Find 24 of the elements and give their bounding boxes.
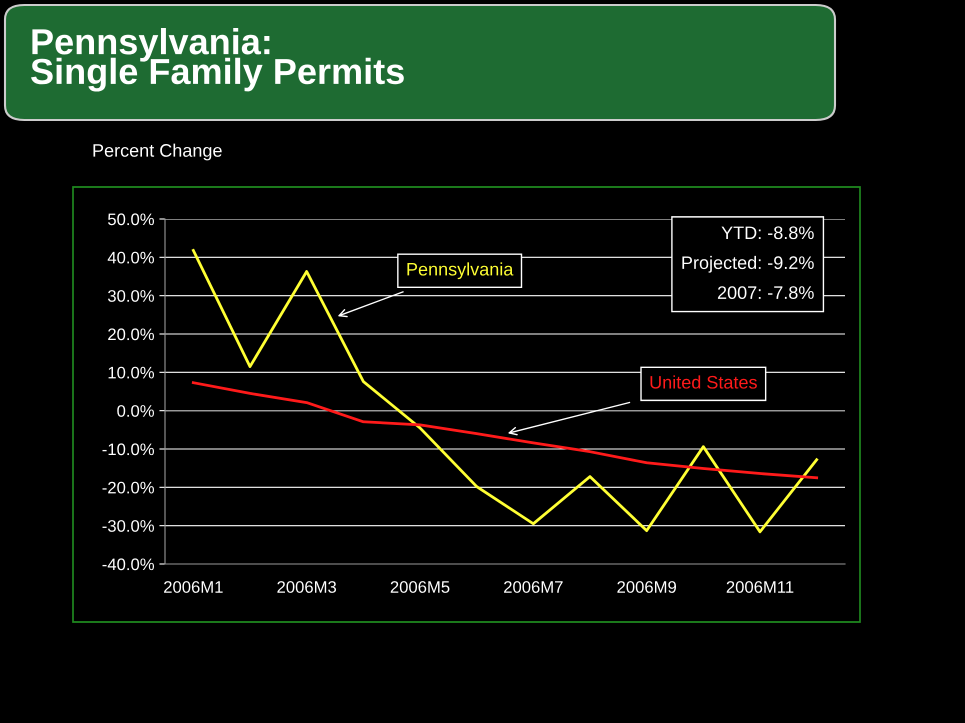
y-tick-label: 0.0% xyxy=(117,405,154,417)
y-tick-label: 20.0% xyxy=(108,328,154,340)
y-tick-label: -30.0% xyxy=(102,520,154,532)
annotation: Projected: -9.2% xyxy=(682,256,814,273)
x-tick-label: 2006M11 xyxy=(726,581,794,593)
y-tick-label: -10.0% xyxy=(102,443,154,456)
x-tick-label: 2006M1 xyxy=(164,581,223,593)
x-tick-label: 2006M7 xyxy=(504,581,563,593)
line-series xyxy=(192,249,818,534)
annotation: 2007: -7.8% xyxy=(718,286,814,299)
y-tick-label: 40.0% xyxy=(108,252,154,264)
text: Pennsylvania xyxy=(407,262,514,280)
chart-title: Pennsylvania: Single Family Permits xyxy=(31,28,404,92)
y-tick-label: 30.0% xyxy=(108,290,154,302)
x-tick-label: 2006M5 xyxy=(390,581,450,593)
x-tick-label: 2006M3 xyxy=(277,581,336,593)
y-axis-title: Percent Change xyxy=(93,144,222,160)
y-tick-label: 50.0% xyxy=(108,213,154,226)
y-tick-label: 10.0% xyxy=(108,366,154,379)
x-tick-label: 2006M9 xyxy=(617,581,676,593)
y-tick-label: -40.0% xyxy=(102,558,154,570)
annotation: YTD: -8.8% xyxy=(721,226,814,240)
y-tick-label: -20.0% xyxy=(102,482,154,494)
text: United States xyxy=(650,375,757,389)
